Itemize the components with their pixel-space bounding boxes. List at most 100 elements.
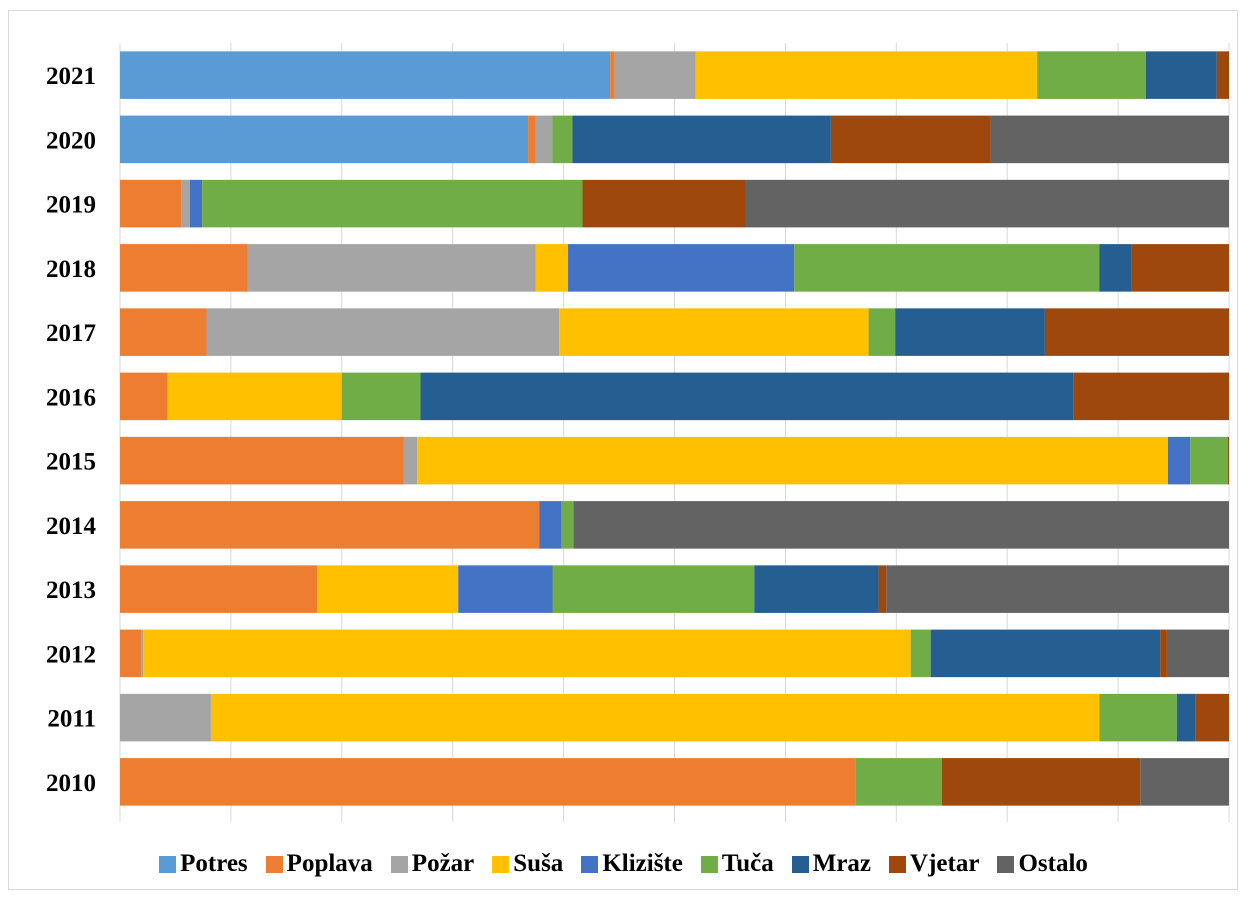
bar-segment (1145, 51, 1217, 99)
bar-segment (561, 501, 574, 549)
bar-segment (552, 115, 573, 164)
bar-segment (794, 244, 1100, 292)
category-label: 2016 (46, 384, 96, 411)
bar-segment (552, 565, 755, 613)
legend-item: Mraz (791, 850, 872, 878)
bar-segment (180, 179, 190, 228)
legend-swatch (700, 855, 718, 873)
category-label: 2015 (46, 449, 96, 476)
bar-segment (610, 51, 615, 99)
legend: Potres Poplava Požar Suša Klizište Tuča Mraz Vj… (0, 850, 1247, 878)
legend-item: Tuča (700, 850, 774, 878)
legend-item: Vjetar (889, 850, 979, 878)
bar-segment (403, 436, 418, 485)
category-label: 2019 (46, 192, 96, 219)
bar-segment (878, 565, 887, 613)
legend-label: Vjetar (910, 850, 980, 877)
category-label: 2018 (46, 256, 96, 283)
bar-segment (1131, 244, 1229, 292)
legend-swatch (390, 855, 408, 873)
bar-segment (745, 179, 1229, 228)
bar-segment (572, 115, 831, 164)
bar-segment (317, 565, 459, 613)
legend-label: Suša (513, 850, 564, 877)
bar-segment (120, 501, 540, 549)
legend-item: Potres (159, 850, 248, 878)
bar-segment (247, 244, 536, 292)
bar-segment (1227, 436, 1229, 485)
gridlines (119, 43, 1230, 822)
bar-segment (568, 244, 795, 292)
bar-segment (120, 693, 211, 742)
bar-segment (528, 115, 536, 164)
bar-segment (559, 308, 869, 356)
bar-segment (1099, 693, 1177, 742)
bar-segment (120, 179, 181, 228)
category-label: 2013 (46, 577, 96, 604)
bar-segment (941, 758, 1141, 806)
bar-segment (1160, 629, 1167, 678)
legend-swatch (159, 855, 177, 873)
category-label: 2021 (46, 63, 96, 90)
bar-segment (868, 308, 896, 356)
bar-segment (120, 565, 318, 613)
legend-item: Klizište (581, 850, 683, 878)
bar-segment (420, 372, 1074, 421)
bar-segment (167, 372, 342, 421)
bar-segment (120, 758, 856, 806)
year-labels: 2021 2020 2019 2018 2017 2016 2015 2014 2013 2012… (46, 63, 97, 797)
legend-item: Poplava (265, 850, 373, 878)
legend-swatch (997, 855, 1015, 873)
bar-segment (120, 244, 248, 292)
bar-segment (855, 758, 942, 806)
legend-label: Mraz (812, 850, 872, 877)
bar-segment (120, 436, 404, 485)
bar-segment (1140, 758, 1229, 806)
bar-segment (535, 115, 553, 164)
bar-segment (539, 501, 562, 549)
bar-segment (886, 565, 1229, 613)
bar-segment (189, 179, 203, 228)
legend-swatch (889, 855, 907, 873)
legend-swatch (581, 855, 599, 873)
bar-segment (120, 51, 611, 99)
legend-label: Klizište (602, 850, 683, 877)
category-label: 2014 (46, 513, 97, 540)
legend-swatch (492, 855, 510, 873)
legend-label: Ostalo (1018, 850, 1088, 877)
category-label: 2020 (46, 127, 96, 154)
bars (120, 51, 1229, 806)
bar-segment (417, 436, 1169, 485)
legend-label: Potres (180, 850, 248, 877)
category-label: 2017 (46, 320, 96, 347)
bar-segment (614, 51, 696, 99)
bar-segment (1168, 436, 1191, 485)
bar-segment (582, 179, 746, 228)
bar-segment (120, 308, 207, 356)
bar-segment (1216, 51, 1229, 99)
bar-segment (573, 501, 1229, 549)
bar-segment (1037, 51, 1146, 99)
legend-item: Ostalo (997, 850, 1088, 878)
category-label: 2012 (46, 641, 96, 668)
category-label: 2011 (47, 706, 96, 733)
bar-segment (120, 629, 142, 678)
legend-item: Požar (390, 850, 475, 878)
bar-segment (141, 629, 144, 678)
bar-segment (1190, 436, 1228, 485)
bar-segment (210, 693, 1100, 742)
bar-segment (1099, 244, 1132, 292)
legend-swatch (791, 855, 809, 873)
bar-segment (1176, 693, 1196, 742)
bar-segment (120, 115, 529, 164)
bar-segment (202, 179, 583, 228)
bar-segment (830, 115, 991, 164)
bar-segment (458, 565, 553, 613)
bar-segment (1044, 308, 1229, 356)
legend-label: Požar (411, 850, 475, 877)
bar-segment (535, 244, 569, 292)
bar-segment (754, 565, 879, 613)
bar-segment (1166, 629, 1229, 678)
bar-segment (206, 308, 560, 356)
